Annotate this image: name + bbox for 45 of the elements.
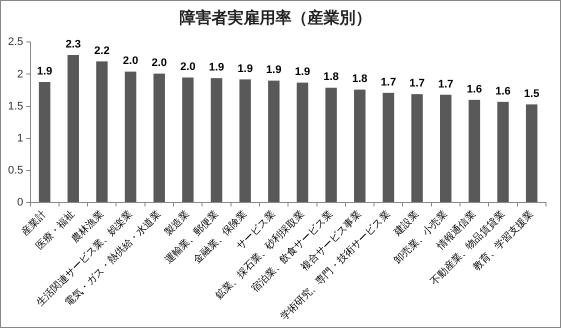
data-label: 1.9 [208, 62, 224, 74]
data-label: 1.9 [266, 64, 282, 76]
data-label: 1.9 [36, 65, 52, 78]
bar [296, 82, 308, 202]
data-label: 1.8 [323, 71, 339, 84]
data-label: 2.0 [180, 60, 196, 73]
data-label: 1.9 [294, 66, 310, 78]
bar [354, 90, 366, 202]
y-tick-label: 0 [17, 196, 24, 208]
bar [182, 77, 194, 202]
bar [68, 55, 79, 202]
y-tick-label: 1 [17, 132, 24, 144]
bar [526, 104, 538, 202]
data-label: 2.0 [152, 57, 167, 70]
bar [468, 100, 480, 202]
data-label: 1.7 [438, 78, 454, 90]
data-label: 2.2 [94, 44, 110, 57]
y-tick-label: 0.5 [8, 164, 24, 176]
bar [497, 102, 509, 202]
data-label: 1.9 [238, 62, 253, 75]
y-tick-label: 2 [17, 68, 24, 80]
y-tick-label: 1.5 [8, 100, 24, 112]
bar [411, 94, 423, 202]
data-label: 2.0 [122, 55, 138, 68]
bar [440, 94, 452, 202]
data-label: 1.8 [352, 73, 368, 86]
data-label: 1.5 [524, 88, 540, 100]
bar [96, 61, 108, 202]
data-label: 1.6 [466, 83, 482, 96]
bar [124, 72, 136, 202]
bar [325, 88, 337, 202]
data-label: 1.7 [409, 78, 425, 90]
data-label: 2.3 [66, 38, 81, 51]
data-label: 1.7 [380, 76, 396, 88]
bar [268, 80, 280, 202]
bar [38, 82, 50, 202]
bar [382, 92, 394, 202]
data-label: 1.6 [495, 85, 511, 98]
x-tick-label: 製造業 [162, 208, 192, 238]
x-tick-label: 建設業 [390, 208, 422, 239]
bar [153, 74, 165, 202]
y-tick-label: 2.5 [8, 36, 24, 48]
bar [239, 79, 251, 202]
chart-title: 障害者実雇用率（産業別） [180, 8, 372, 28]
bar [210, 78, 222, 202]
